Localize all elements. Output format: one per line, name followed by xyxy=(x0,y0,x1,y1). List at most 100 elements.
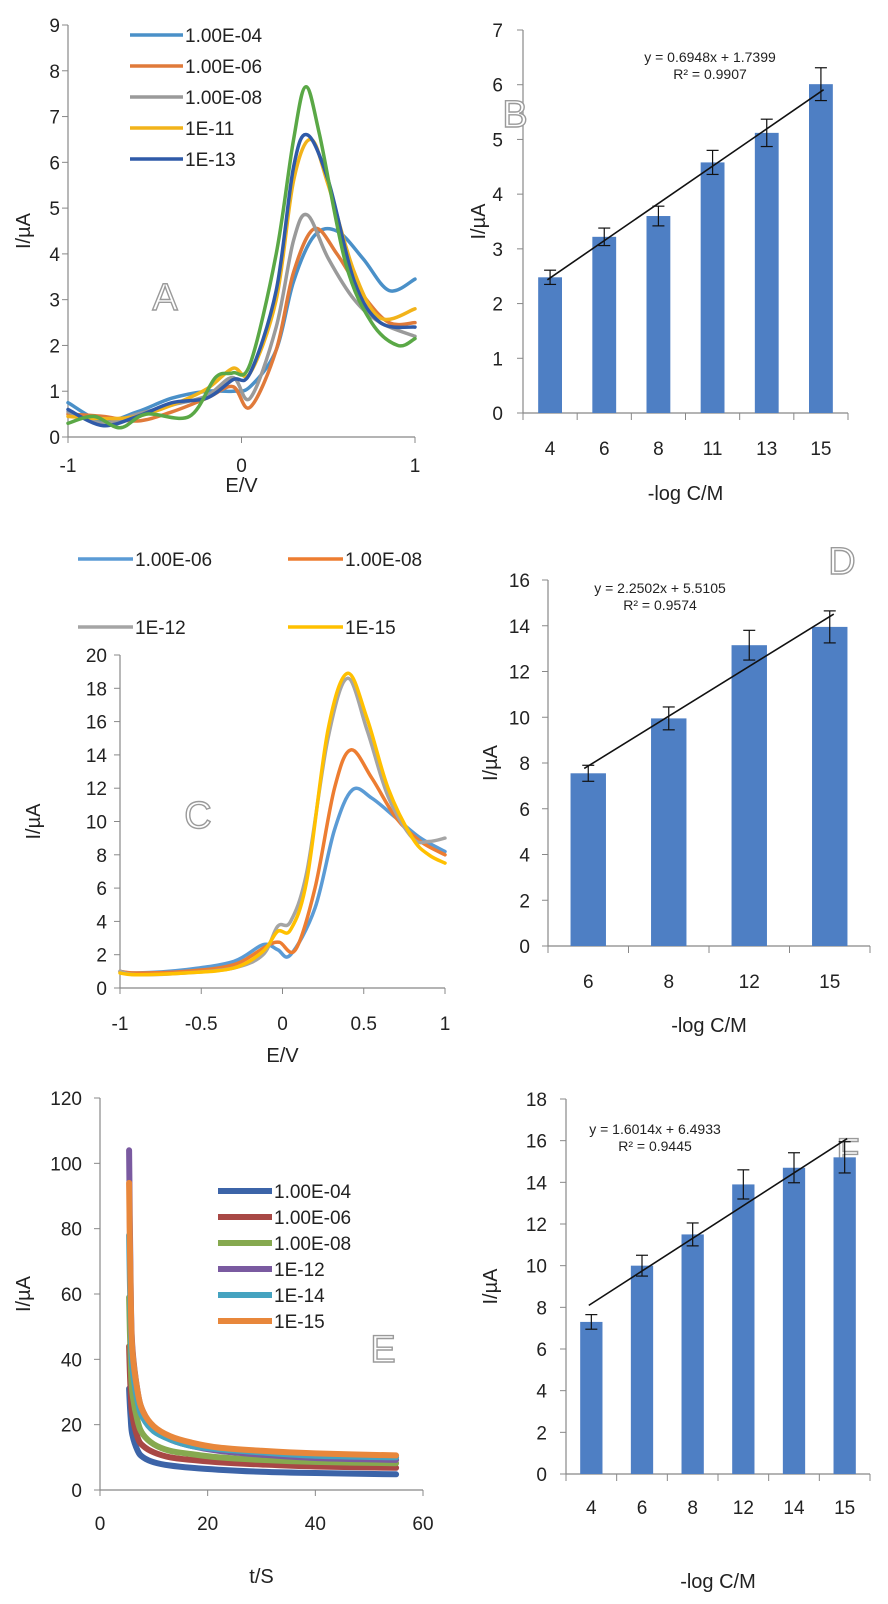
y-tick-label: 60 xyxy=(61,1285,82,1306)
y-tick-label: 6 xyxy=(49,153,60,174)
x-tick-label: -1 xyxy=(60,456,77,477)
y-tick-label: 3 xyxy=(492,240,503,261)
x-tick-label: 6 xyxy=(637,1498,648,1519)
bar-15 xyxy=(812,626,848,946)
y-tick-label: 8 xyxy=(49,62,60,83)
y-tick-label: 14 xyxy=(509,617,531,638)
y-tick-label: 5 xyxy=(492,130,503,151)
y-tick-label: 7 xyxy=(492,21,503,42)
y-tick-label: 2 xyxy=(96,946,107,967)
legend-entry: 1.00E-06 xyxy=(274,1208,351,1229)
y-tick-label: 2 xyxy=(519,891,530,912)
y-tick-label: 14 xyxy=(526,1173,548,1194)
y-tick-label: 3 xyxy=(49,291,60,312)
x-tick-label: -0.5 xyxy=(185,1014,218,1035)
x-tick-label: 20 xyxy=(197,1514,218,1535)
x-tick-label: 0.5 xyxy=(351,1014,377,1035)
y-axis-label: I/µA xyxy=(13,212,35,249)
y-tick-label: 6 xyxy=(519,800,530,821)
x-tick-label: 8 xyxy=(653,439,664,460)
series-line-1.00E-06 xyxy=(126,1343,400,1471)
y-tick-label: 1 xyxy=(492,349,503,370)
series-line-1E-15 xyxy=(118,671,447,977)
trendline xyxy=(583,613,835,770)
y-axis-label: I/µA xyxy=(480,1268,502,1305)
x-tick-label: 4 xyxy=(545,439,556,460)
x-tick-label: 8 xyxy=(663,972,674,993)
y-tick-label: 0 xyxy=(71,1481,82,1502)
panel-letter: E xyxy=(370,1329,395,1371)
x-tick-label: 40 xyxy=(305,1514,326,1535)
y-tick-label: 10 xyxy=(509,708,530,729)
y-tick-label: 0 xyxy=(49,428,60,449)
x-tick-label: 15 xyxy=(834,1498,855,1519)
y-axis-label: I/µA xyxy=(480,744,502,781)
legend-entry: 1.00E-08 xyxy=(345,550,422,571)
legend: 1.00E-06 1.00E-08 1E-12 1E-15 xyxy=(78,550,422,639)
legend-entry: 1E-15 xyxy=(274,1312,325,1333)
y-tick-label: 100 xyxy=(50,1154,82,1175)
y-tick-label: 8 xyxy=(96,846,107,867)
legend-entry: 1E-12 xyxy=(135,618,186,639)
legend-entry: 1.00E-04 xyxy=(185,26,263,47)
series-line-1E-11 xyxy=(66,137,417,421)
legend-entry: 1E-14 xyxy=(274,1286,325,1307)
x-tick-label: 8 xyxy=(687,1498,698,1519)
y-axis-label: I/µA xyxy=(23,803,45,840)
y-tick-label: 1 xyxy=(49,382,60,403)
legend-entry: 1E-11 xyxy=(185,119,234,140)
panel-letter: C xyxy=(184,795,211,837)
x-tick-label: 15 xyxy=(810,439,831,460)
y-tick-label: 10 xyxy=(526,1257,547,1278)
bar-12 xyxy=(731,645,767,946)
y-tick-label: 4 xyxy=(96,912,107,933)
y-tick-label: 0 xyxy=(536,1465,547,1486)
legend-entry: 1.00E-06 xyxy=(185,57,262,78)
x-tick-label: 6 xyxy=(583,972,594,993)
trendline-r2: R² = 0.9907 xyxy=(673,66,747,82)
y-tick-label: 120 xyxy=(50,1089,82,1110)
legend-entry: 1.00E-04 xyxy=(274,1182,352,1203)
legend-entry: 1.00E-06 xyxy=(135,550,212,571)
series-line-unlabelled xyxy=(66,85,417,430)
legend-entry: 1E-13 xyxy=(185,150,236,171)
panel-letter: A xyxy=(152,277,178,319)
x-tick-label: -1 xyxy=(112,1014,129,1035)
bar-6 xyxy=(630,1265,654,1474)
y-tick-label: 40 xyxy=(61,1350,82,1371)
x-tick-label: 14 xyxy=(783,1498,805,1519)
x-tick-label: 12 xyxy=(733,1498,754,1519)
bar-6 xyxy=(592,236,617,413)
y-tick-label: 10 xyxy=(86,813,107,834)
y-tick-label: 20 xyxy=(61,1416,82,1437)
y-tick-label: 12 xyxy=(86,779,107,800)
x-axis-label: t/S xyxy=(249,1566,273,1588)
y-tick-label: 20 xyxy=(86,646,107,667)
x-tick-label: 0 xyxy=(236,456,247,477)
series-line-1.00E-08 xyxy=(126,1294,400,1467)
bar-6 xyxy=(570,773,606,946)
bar-12 xyxy=(732,1184,755,1474)
y-tick-label: 12 xyxy=(526,1215,547,1236)
y-tick-label: 16 xyxy=(509,571,530,592)
bar-13 xyxy=(754,132,779,413)
legend: 1.00E-04 1.00E-06 1.00E-08 1E-11 1E-13 xyxy=(130,26,263,171)
trendline-equation: y = 1.6014x + 6.4933 xyxy=(589,1121,721,1137)
y-tick-label: 18 xyxy=(86,679,107,700)
trendline-r2: R² = 0.9574 xyxy=(623,597,697,613)
series-line-1E-15 xyxy=(126,1179,400,1459)
legend-entry: 1E-12 xyxy=(274,1260,325,1281)
panel-D: 0 2 4 6 8 10 12 14 16 I/µA -log C/M D 6 8 12 15 y = 2.25… xyxy=(480,540,871,1037)
trendline-equation: y = 0.6948x + 1.7399 xyxy=(644,49,776,65)
x-tick-label: 11 xyxy=(703,439,723,460)
bar-15 xyxy=(809,84,833,413)
panel-letter: B xyxy=(502,94,527,136)
y-tick-label: 6 xyxy=(536,1340,547,1361)
trendline-r2: R² = 0.9445 xyxy=(618,1138,692,1154)
x-axis-label: E/V xyxy=(266,1045,299,1067)
y-tick-label: 4 xyxy=(492,185,503,206)
